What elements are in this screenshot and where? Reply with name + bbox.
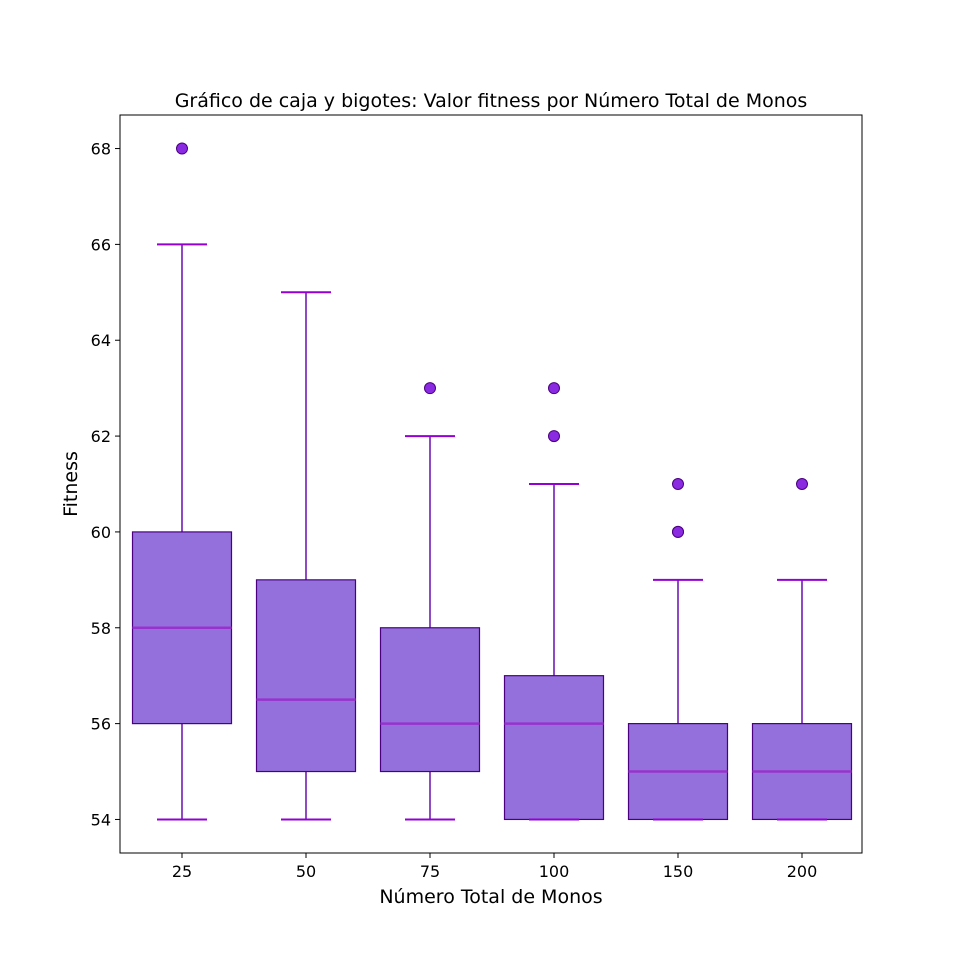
x-tick-label: 100 bbox=[539, 862, 570, 881]
outlier-point bbox=[672, 478, 684, 490]
plot-content bbox=[131, 142, 853, 821]
x-tick-label: 200 bbox=[787, 862, 818, 881]
x-axis-label: Número Total de Monos bbox=[379, 886, 602, 908]
box-group-25 bbox=[131, 142, 233, 821]
box-group-200 bbox=[751, 478, 853, 821]
y-axis: 54 56 58 60 62 64 66 68 bbox=[91, 140, 120, 829]
plot-frame bbox=[119, 114, 863, 854]
box-iqr bbox=[379, 627, 481, 773]
outlier-point bbox=[672, 525, 684, 538]
outlier-point bbox=[548, 382, 560, 395]
y-tick-label: 66 bbox=[91, 235, 111, 254]
x-tick-label: 50 bbox=[296, 862, 316, 881]
y-axis-label: Fitness bbox=[60, 451, 82, 517]
box-iqr bbox=[503, 675, 605, 821]
y-tick-label: 60 bbox=[91, 523, 111, 542]
x-tick-label: 25 bbox=[172, 862, 192, 881]
y-tick-label: 58 bbox=[91, 619, 111, 638]
box-iqr bbox=[255, 579, 357, 773]
y-tick-label: 62 bbox=[91, 427, 111, 446]
outlier-point bbox=[176, 142, 188, 155]
outlier-point bbox=[796, 478, 808, 490]
y-tick-label: 54 bbox=[91, 810, 111, 829]
y-tick-label: 64 bbox=[91, 331, 111, 350]
x-axis: 25 50 75 100 150 200 bbox=[172, 853, 817, 881]
outlier-point bbox=[424, 382, 436, 395]
y-tick-label: 68 bbox=[91, 140, 111, 159]
chart-title: Gráfico de caja y bigotes: Valor fitness… bbox=[175, 90, 808, 112]
y-tick-label: 56 bbox=[91, 715, 111, 734]
x-tick-label: 150 bbox=[663, 862, 694, 881]
box-group-150 bbox=[627, 478, 729, 821]
x-tick-label: 75 bbox=[420, 862, 440, 881]
box-group-100 bbox=[503, 382, 605, 821]
box-group-50 bbox=[255, 291, 357, 821]
box-group-75 bbox=[379, 382, 481, 821]
outlier-point bbox=[548, 430, 560, 443]
